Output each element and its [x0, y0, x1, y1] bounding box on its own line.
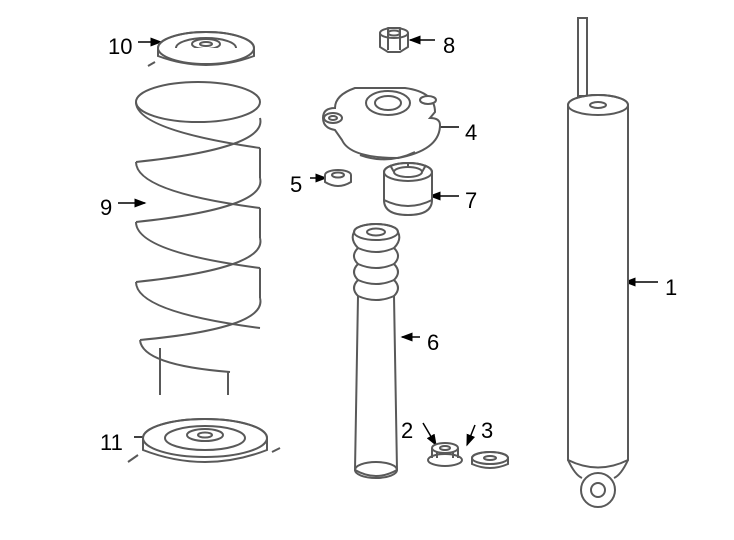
callout-label-10: 10: [108, 34, 132, 60]
callout-label-8: 8: [443, 33, 455, 59]
diagram-canvas: 1 2 3 4 5 6 7 8 9 10 11: [0, 0, 734, 540]
part-boot: [353, 224, 400, 478]
part-bumper: [384, 162, 432, 215]
callout-label-7: 7: [465, 188, 477, 214]
callout-label-3: 3: [481, 418, 493, 444]
callout-label-9: 9: [100, 195, 112, 221]
part-mount: [323, 88, 440, 159]
callout-label-5: 5: [290, 172, 302, 198]
part-nut-8: [380, 28, 408, 52]
callout-label-6: 6: [427, 330, 439, 356]
part-seat-upper: [148, 32, 254, 66]
part-seat-lower: [128, 419, 280, 462]
part-cap-5: [325, 170, 351, 186]
callout-label-1: 1: [665, 275, 677, 301]
callout-label-11: 11: [100, 430, 123, 456]
callout-label-2: 2: [401, 418, 413, 444]
part-nut-2: [428, 443, 462, 466]
part-spring: [136, 82, 260, 395]
parts-drawing: [0, 0, 734, 540]
callout-label-4: 4: [465, 120, 477, 146]
part-washer-3: [472, 452, 508, 468]
part-shock-absorber: [568, 18, 628, 507]
